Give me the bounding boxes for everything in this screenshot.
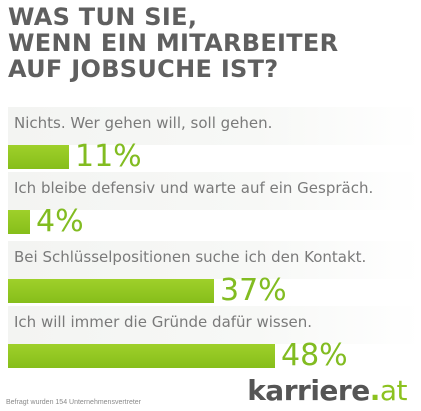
bar [8,344,275,368]
bar-row: Ich bleibe defensiv und warte auf ein Ge… [0,172,421,247]
bar-row: Bei Schlüsselpositionen suche ich den Ko… [0,241,421,316]
value-label: 11% [75,139,142,174]
bar [8,145,69,169]
brand-tld: at [379,374,408,407]
title-line-2: WENN EIN MITARBEITER [8,29,339,57]
bar [8,279,214,303]
footnote: Befragt wurden 154 Unternehmensvertreter [6,399,142,406]
title-line-3: AUF JOBSUCHE IST? [8,55,279,83]
category-label: Nichts. Wer gehen will, soll gehen. [14,114,273,132]
value-label: 48% [281,338,348,373]
category-label: Ich bleibe defensiv und warte auf ein Ge… [14,179,374,197]
value-label: 4% [36,204,84,239]
brand-dot: . [369,374,381,407]
title-line-1: WAS TUN SIE, [8,3,198,31]
row-background [8,107,421,145]
chart-title: WAS TUN SIE, WENN EIN MITARBEITER AUF JO… [8,4,418,82]
row-background [8,172,421,210]
bar-row: Ich will immer die Gründe dafür wissen. 4… [0,306,421,381]
category-label: Ich will immer die Gründe dafür wissen. [14,313,313,331]
brand-logo: karriere.at [247,375,407,407]
brand-name: karriere [247,374,370,407]
row-background [8,241,421,279]
bar-row: Nichts. Wer gehen will, soll gehen. 11% [0,107,421,182]
value-label: 37% [220,273,287,308]
category-label: Bei Schlüsselpositionen suche ich den Ko… [14,248,367,266]
bar [8,210,30,234]
row-background [8,306,421,344]
